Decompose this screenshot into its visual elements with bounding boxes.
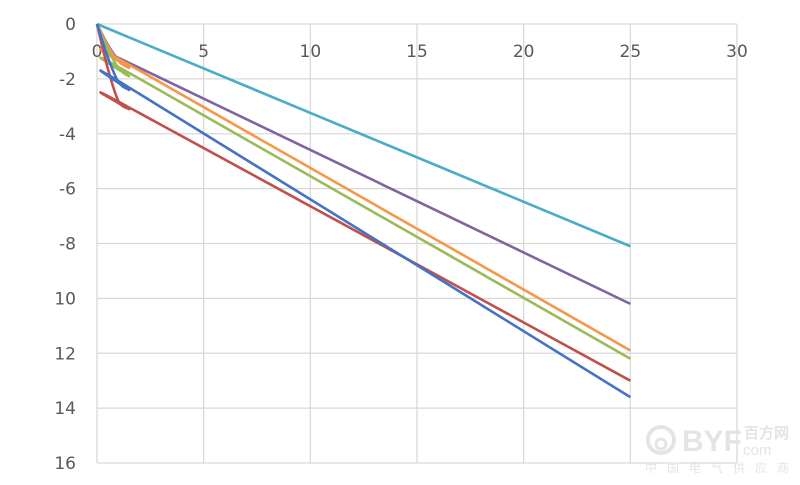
series-line-cyan <box>96 22 631 248</box>
watermark-logo: BYF 百方网 com 中国电气供应商 <box>645 424 799 475</box>
x-tick-label: 10 <box>300 42 322 62</box>
series-lines <box>95 22 632 399</box>
y-tick-label: -4 <box>59 125 76 145</box>
y-tick-label: -6 <box>59 180 76 200</box>
y-tick-label: -2 <box>59 70 76 90</box>
x-axis-ticks: 0 5 10 15 20 25 30 <box>92 42 748 62</box>
series-line-purple <box>95 23 631 306</box>
y-tick-label: 12 <box>54 344 76 364</box>
x-tick-label: 5 <box>198 42 209 62</box>
series-line-blue <box>95 23 632 399</box>
x-tick-label: 20 <box>513 42 535 62</box>
series-line-orange <box>95 23 631 352</box>
series-line-green <box>95 23 631 360</box>
y-axis-ticks: 0 -2 -4 -6 -8 10 12 14 16 <box>54 15 76 474</box>
y-tick-label: -8 <box>59 235 76 255</box>
y-tick-label: 16 <box>54 454 76 474</box>
y-tick-label: 10 <box>54 289 76 309</box>
y-tick-label: 0 <box>65 15 76 35</box>
y-tick-label: 14 <box>54 399 76 419</box>
x-tick-label: 0 <box>92 42 103 62</box>
series-line-red <box>95 23 631 382</box>
x-tick-label: 15 <box>406 42 428 62</box>
svg-text:BYF: BYF <box>682 425 742 458</box>
svg-text:中国电气供应商: 中国电气供应商 <box>645 460 799 475</box>
gridlines <box>96 23 738 464</box>
svg-text:com: com <box>743 442 771 459</box>
x-tick-label: 30 <box>726 42 748 62</box>
svg-text:百方网: 百方网 <box>744 424 789 442</box>
x-tick-label: 25 <box>620 42 642 62</box>
